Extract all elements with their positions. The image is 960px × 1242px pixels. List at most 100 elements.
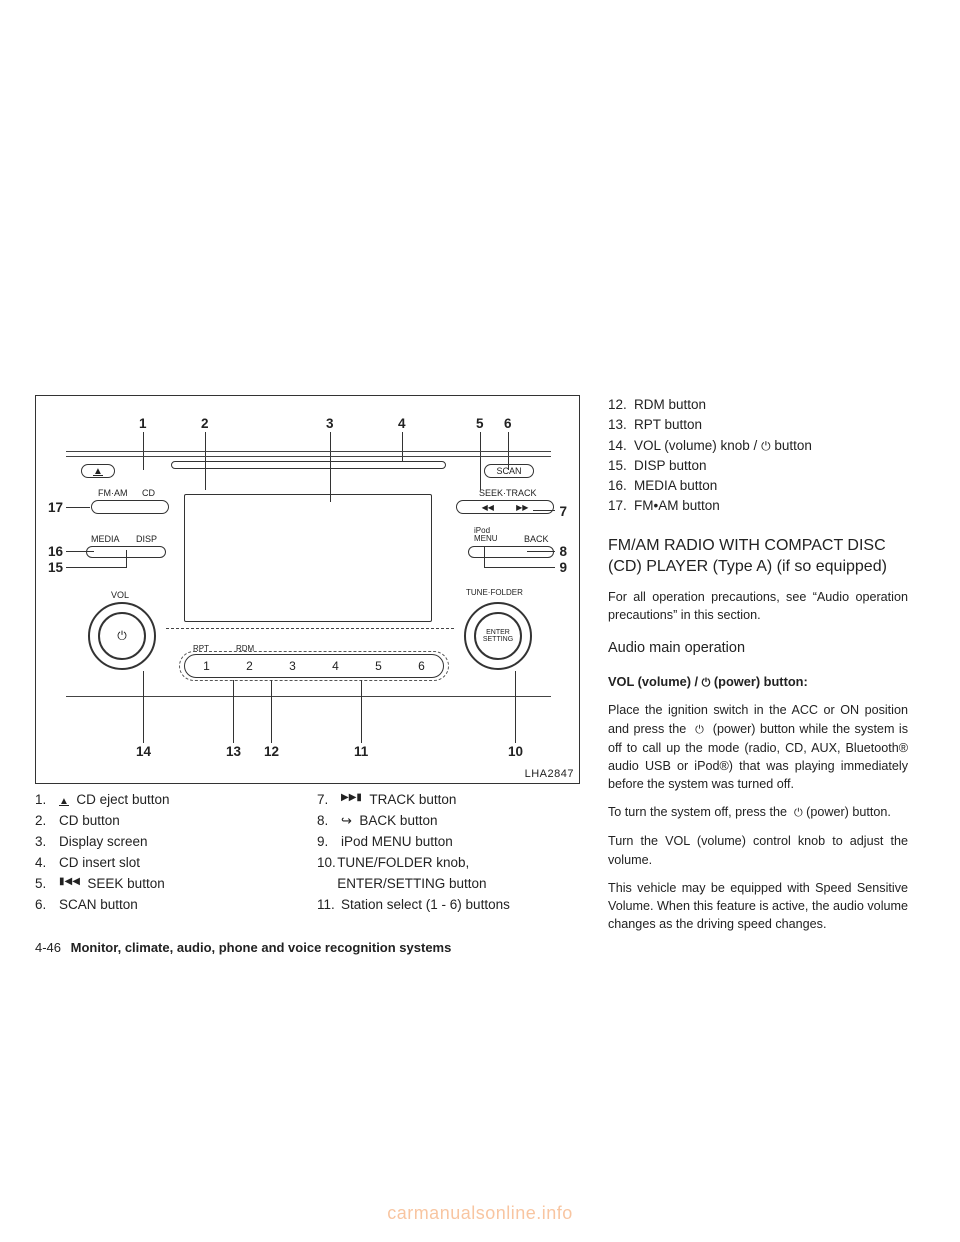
preset-5: 5 [371, 659, 386, 673]
panel-border [66, 456, 551, 457]
para-ignition: Place the ignition switch in the ACC or … [608, 701, 908, 793]
callout-10: 10 [508, 744, 523, 759]
preset-6: 6 [414, 659, 429, 673]
callout-3: 3 [326, 416, 334, 431]
figure-code: LHA2847 [525, 768, 574, 780]
callout-9: 9 [559, 560, 567, 575]
callout-11: 11 [354, 744, 368, 759]
back-icon [341, 811, 352, 832]
callout-13: 13 [226, 744, 241, 759]
legend-item: 3.Display screen [35, 832, 295, 853]
legend-item: 12.RDM button [608, 395, 908, 415]
callout-12: 12 [264, 744, 279, 759]
callout-7: 7 [559, 504, 567, 519]
lead [485, 567, 555, 568]
legend-item: 1. CD eject button [35, 790, 295, 811]
section-heading: FM/AM RADIO WITH COMPACT DISC (CD) PLAYE… [608, 535, 908, 578]
callout-2: 2 [201, 416, 209, 431]
legend-item: 15.DISP button [608, 456, 908, 476]
cd-slot-graphic [171, 461, 446, 469]
para-precautions: For all operation precautions, see “Audi… [608, 588, 908, 625]
disp-label: DISP [136, 534, 157, 544]
page-footer: 4-46 Monitor, climate, audio, phone and … [35, 940, 580, 955]
legend-item: 7.▶▶▮ TRACK button [317, 790, 577, 811]
section-title: Monitor, climate, audio, phone and voice… [71, 940, 452, 955]
tune-label: TUNE·FOLDER [466, 588, 523, 597]
enter-setting-label: ENTER SETTING [483, 629, 513, 643]
callout-17: 17 [48, 500, 63, 515]
panel-border [66, 696, 551, 697]
legend-item: 13.RPT button [608, 415, 908, 435]
legend-item: 9.iPod MENU button [317, 832, 577, 853]
lead [233, 680, 234, 743]
callout-8: 8 [559, 544, 567, 559]
legend-col-a: 1. CD eject button 2.CD button 3.Display… [35, 790, 295, 916]
radio-diagram: 1 2 3 4 5 6 SCAN [35, 395, 580, 784]
legend-item: 16.MEDIA button [608, 476, 908, 496]
ipodmenu-label: iPod MENU [474, 527, 498, 543]
lead [533, 510, 555, 511]
para-speedvol: This vehicle may be equipped with Speed … [608, 879, 908, 934]
eject-icon [93, 467, 103, 476]
media-disp-bar [86, 546, 166, 558]
watermark: carmanualsonline.info [0, 1203, 960, 1224]
right-column: 12.RDM button 13.RPT button 14.VOL (volu… [608, 395, 908, 955]
seektrack-bar: ◀◀ ▶▶ [456, 500, 554, 514]
fmam-label: FM·AM [98, 488, 128, 498]
preset-3: 3 [285, 659, 300, 673]
lead [66, 567, 126, 568]
scan-button-graphic: SCAN [484, 464, 534, 478]
left-block: 1 2 3 4 5 6 SCAN [35, 395, 580, 955]
eject-button-graphic [81, 464, 115, 478]
power-icon [695, 722, 704, 736]
power-icon [702, 674, 711, 689]
legend-col-b: 7.▶▶▮ TRACK button 8. BACK button 9.iPod… [317, 790, 577, 916]
lead [480, 432, 481, 490]
callout-16: 16 [48, 544, 63, 559]
eject-icon [59, 790, 69, 811]
callout-4: 4 [398, 416, 406, 431]
legend-item: 8. BACK button [317, 811, 577, 832]
tune-knob-inner: ENTER SETTING [474, 612, 522, 660]
power-icon [794, 805, 803, 819]
legend-item: 5.▮◀◀ SEEK button [35, 874, 295, 895]
preset-strip: 1 2 3 4 5 6 [184, 654, 444, 678]
callout-14: 14 [136, 744, 151, 759]
cd-label: CD [142, 488, 155, 498]
lead [66, 507, 90, 508]
vol-power-heading: VOL (volume) / (power) button: [608, 672, 908, 692]
fmam-cd-bar [91, 500, 169, 514]
lead [143, 671, 144, 743]
legend-item: 10.TUNE/FOLDER knob, ENTER/SETTING butto… [317, 853, 577, 895]
lead [515, 671, 516, 743]
callout-5: 5 [476, 416, 484, 431]
dash-line [166, 628, 454, 629]
ipod-back-bar [468, 546, 554, 558]
legend-right: 12.RDM button 13.RPT button 14.VOL (volu… [608, 395, 908, 517]
legend-item: 6.SCAN button [35, 895, 295, 916]
lead [271, 680, 272, 743]
preset-2: 2 [242, 659, 257, 673]
preset-4: 4 [328, 659, 343, 673]
para-vol: Turn the VOL (volume) control knob to ad… [608, 832, 908, 869]
legend-item: 4.CD insert slot [35, 853, 295, 874]
callout-6: 6 [504, 416, 512, 431]
lead [361, 680, 362, 743]
power-icon [761, 436, 771, 456]
legend-item: 2.CD button [35, 811, 295, 832]
page-number: 4-46 [35, 940, 61, 955]
vol-knob-inner: ⏻ [98, 612, 146, 660]
legend-item: 14.VOL (volume) knob / button [608, 436, 908, 456]
preset-1: 1 [199, 659, 214, 673]
panel-border [66, 451, 551, 452]
page: 1 2 3 4 5 6 SCAN [35, 395, 925, 955]
seektrack-label: SEEK·TRACK [479, 488, 537, 498]
back-label: BACK [524, 534, 549, 544]
lead [402, 432, 403, 462]
legend-item: 17.FM•AM button [608, 496, 908, 516]
display-screen-graphic [184, 494, 432, 622]
vol-label: VOL [111, 590, 129, 600]
media-label: MEDIA [91, 534, 120, 544]
callout-15: 15 [48, 560, 63, 575]
scan-label: SCAN [496, 466, 521, 476]
